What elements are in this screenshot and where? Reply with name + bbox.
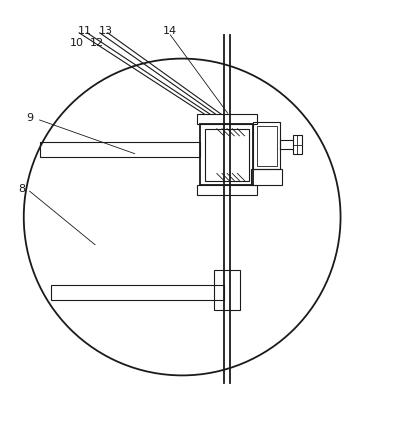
Bar [293, 135, 302, 155]
Text: 14: 14 [163, 26, 177, 36]
Bar [251, 170, 282, 184]
Bar [257, 126, 277, 165]
Bar [214, 270, 240, 310]
Text: 13: 13 [99, 26, 113, 36]
Bar [197, 185, 257, 195]
Text: 8: 8 [18, 184, 25, 194]
Bar [197, 114, 257, 124]
Bar [51, 285, 224, 300]
Bar [253, 122, 280, 170]
Text: 9: 9 [26, 113, 33, 123]
Bar [200, 124, 253, 185]
Text: 10: 10 [70, 38, 84, 48]
Bar [40, 142, 200, 157]
Text: 12: 12 [90, 38, 104, 48]
Text: 11: 11 [78, 26, 92, 36]
Bar [205, 129, 249, 181]
